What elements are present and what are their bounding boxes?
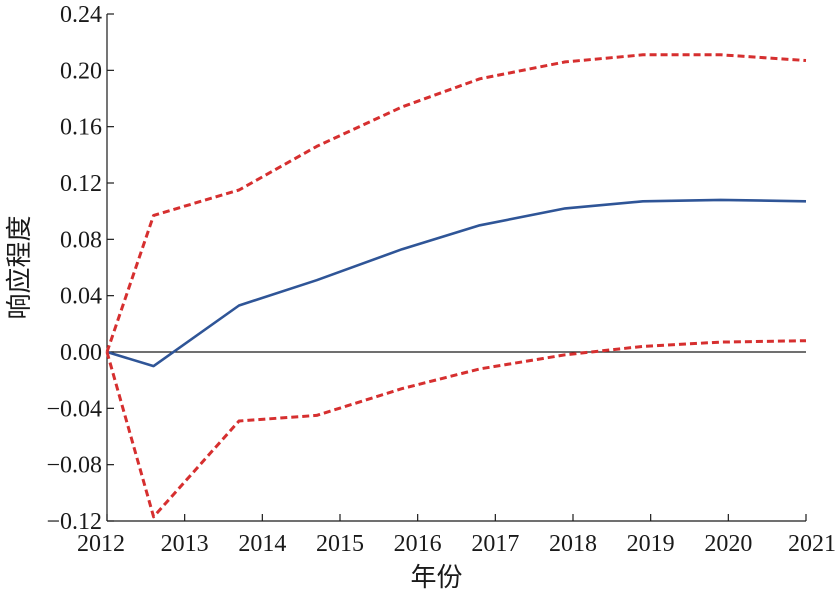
x-tick-label: 2017: [471, 531, 519, 557]
x-tick-label: 2020: [704, 531, 752, 557]
y-tick-label: −0.12: [46, 509, 102, 535]
x-tick-label: 2018: [549, 531, 597, 557]
x-tick-label: 2014: [238, 531, 286, 557]
x-tick-label: 2016: [394, 531, 442, 557]
plot-marks: [105, 53, 807, 519]
axes: [106, 13, 807, 522]
y-axis-title: 响应程度: [5, 215, 34, 319]
y-tick-label: −0.08: [46, 453, 102, 479]
y-tick-label: 0.04: [60, 284, 102, 310]
upper-bound-line: [105, 53, 807, 353]
response-line: [106, 198, 807, 368]
tick-labels: −0.12 −0.08 −0.04 0.00 0.04 0.08 0.12 0.16 0.20 0…: [46, 2, 836, 557]
lower-bound-line: [105, 339, 807, 519]
y-tick-label: 0.08: [60, 227, 102, 253]
y-tick-label: 0.00: [60, 340, 102, 366]
x-tick-label: 2012: [77, 531, 125, 557]
x-tick-label: 2013: [161, 531, 209, 557]
y-tick-label: 0.24: [60, 2, 102, 28]
x-tick-label: 2021: [788, 531, 836, 557]
x-tick-label: 2019: [627, 531, 675, 557]
y-tick-label: 0.20: [60, 58, 102, 84]
x-tick-label: 2015: [316, 531, 364, 557]
y-tick-label: −0.04: [46, 396, 102, 422]
y-tick-label: 0.16: [60, 115, 102, 141]
y-tick-label: 0.12: [60, 171, 102, 197]
x-axis-title: 年份: [410, 563, 462, 592]
